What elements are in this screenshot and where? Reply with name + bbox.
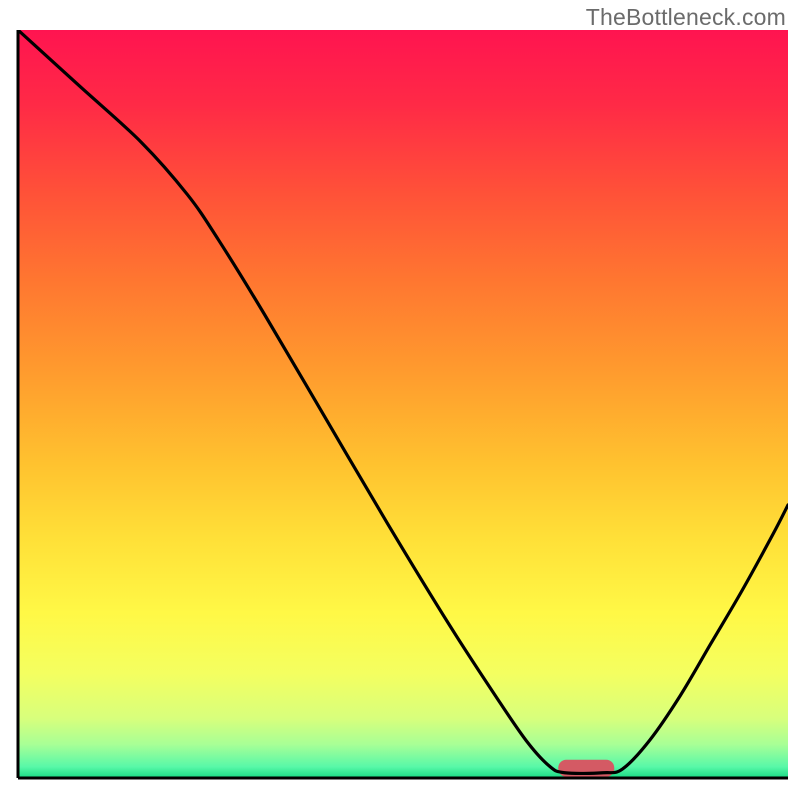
chart-container: TheBottleneck.com — [0, 0, 800, 800]
bottleneck-chart — [0, 0, 800, 800]
plot-background — [18, 30, 788, 778]
watermark-text: TheBottleneck.com — [586, 4, 786, 31]
